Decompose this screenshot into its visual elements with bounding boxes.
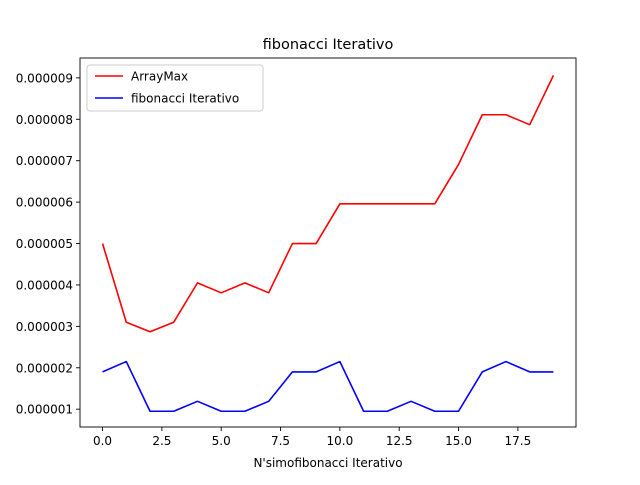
plot-frame <box>79 57 577 428</box>
series-line-1 <box>102 360 554 413</box>
legend-box <box>86 64 264 112</box>
y-tick-label: 0.000002 <box>16 361 73 375</box>
chart-title: fibonacci Iterativo <box>263 37 394 53</box>
y-tick-label: 0.000006 <box>16 196 73 210</box>
x-axis: 0.0 2.5 5.0 7.5 10.0 12.5 15.0 17.5 <box>93 427 531 448</box>
y-tick-label: 0.000005 <box>16 237 73 251</box>
x-tick-label: 17.5 <box>504 434 531 448</box>
series-line-0 <box>101 75 555 333</box>
y-axis: 0.000001 0.000002 0.000003 0.000004 0.000005… <box>16 71 80 417</box>
x-tick-label: 10.0 <box>327 434 354 448</box>
y-tick-label: 0.000001 <box>16 403 73 417</box>
x-tick-label: 5.0 <box>212 434 231 448</box>
x-tick-label: 7.5 <box>271 434 290 448</box>
legend: ArrayMax fibonacci Iterativo <box>86 64 264 112</box>
y-tick-label: 0.000004 <box>16 278 73 292</box>
legend-label-1: fibonacci Iterativo <box>131 92 239 106</box>
x-tick-label: 15.0 <box>445 434 472 448</box>
x-tick-label: 12.5 <box>386 434 413 448</box>
x-tick-label: 0.0 <box>93 434 112 448</box>
y-tick-label: 0.000007 <box>16 154 73 168</box>
x-tick-label: 2.5 <box>152 434 171 448</box>
plot-area <box>79 57 577 428</box>
y-tick-label: 0.000009 <box>16 71 73 85</box>
legend-label-0: ArrayMax <box>131 70 188 84</box>
x-axis-label: N'simofibonacci Iterativo <box>253 456 402 470</box>
y-tick-label: 0.000003 <box>16 320 73 334</box>
y-tick-label: 0.000008 <box>16 113 73 127</box>
